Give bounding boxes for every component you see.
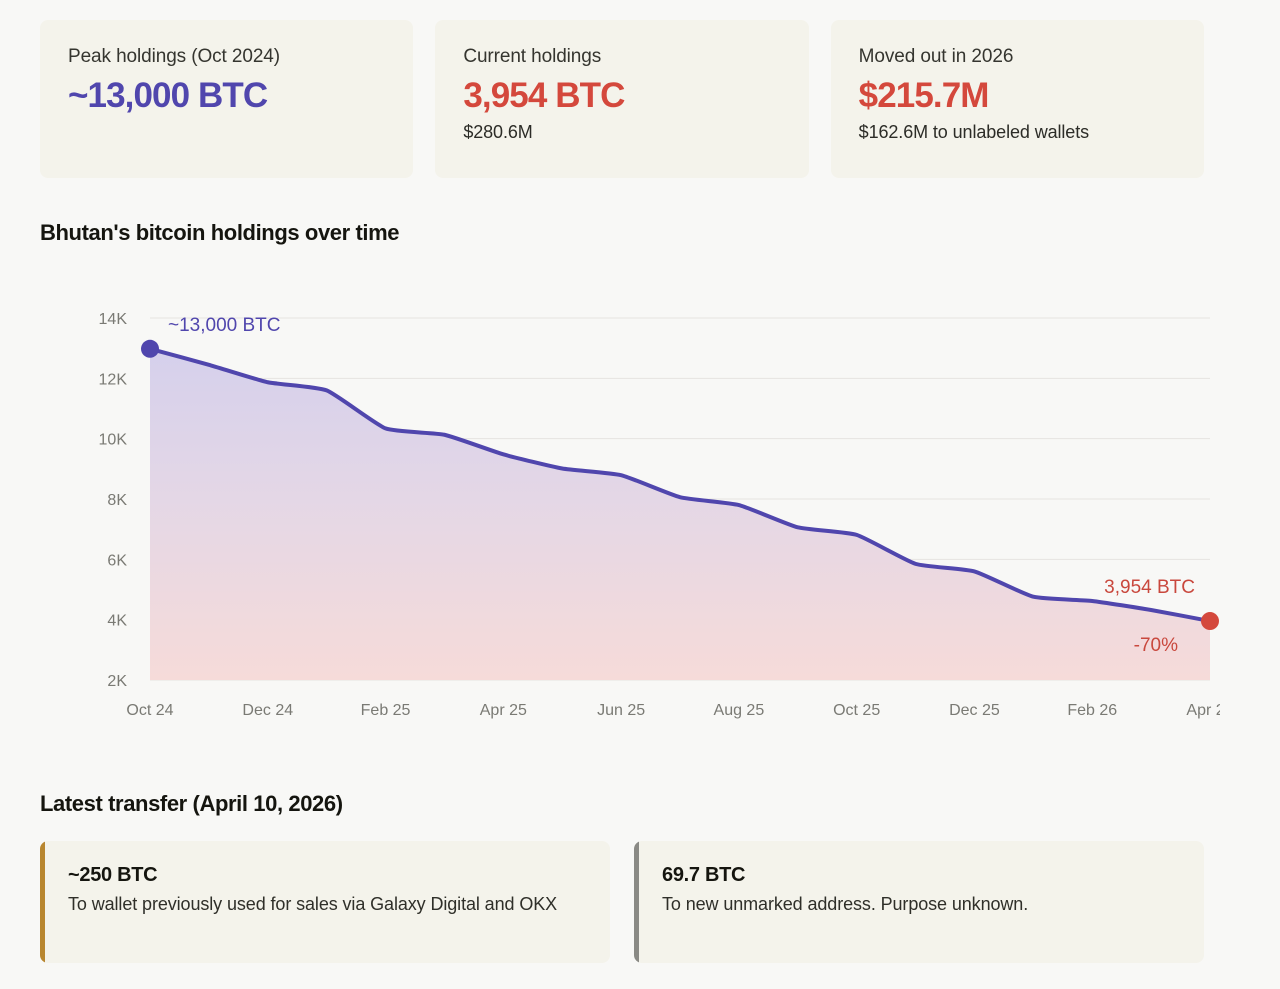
transfer-card-2: 69.7 BTC To new unmarked address. Purpos… — [634, 841, 1204, 963]
stat-value: $215.7M — [858, 75, 990, 115]
stat-sub: $280.6M — [463, 122, 533, 143]
chart-title: Bhutan's bitcoin holdings over time — [40, 220, 400, 245]
y-tick-label: 10K — [99, 432, 128, 449]
chart-endpoint-markers — [141, 339, 1219, 631]
annotation-peak: ~13,000 BTC — [168, 315, 281, 336]
chart-svg: 2K 4K 6K 8K 10K 12K 14K Oct 24 Dec 24 Feb 25 Apr … — [99, 311, 1220, 719]
stats-row: Peak holdings (Oct 2024) ~13,000 BTC Cur… — [40, 20, 1204, 178]
stat-value: 3,954 BTC — [463, 75, 625, 115]
transfers-row: ~250 BTC To wallet previously used for s… — [40, 841, 1204, 963]
transfer-amount: 69.7 BTC — [662, 864, 746, 886]
y-tick-label: 2K — [107, 673, 127, 690]
x-tick-label: Oct 25 — [833, 702, 880, 719]
transfer-accent-bar — [634, 841, 639, 963]
x-tick-label: Apr 25 — [480, 702, 527, 719]
y-tick-label: 12K — [99, 371, 128, 388]
stat-label: Moved out in 2026 — [858, 46, 1014, 67]
stat-card-peak-holdings: Peak holdings (Oct 2024) ~13,000 BTC — [40, 20, 414, 178]
y-tick-label: 6K — [107, 552, 127, 569]
chart-area-fill — [150, 348, 1210, 680]
x-tick-label: Feb 25 — [361, 702, 411, 719]
start-point-marker — [141, 339, 159, 358]
annotation-current: 3,954 BTC — [1104, 577, 1195, 598]
x-tick-label: Jun 25 — [597, 702, 645, 719]
stat-card-current-holdings: Current holdings 3,954 BTC $280.6M — [435, 20, 809, 178]
chart-y-axis-labels: 2K 4K 6K 8K 10K 12K 14K — [99, 311, 128, 690]
transfers-title: Latest transfer (April 10, 2026) — [40, 791, 343, 816]
holdings-line-path — [148, 346, 1212, 624]
x-tick-label: Apr 26 — [1186, 702, 1220, 719]
x-tick-label: Feb 26 — [1067, 702, 1117, 719]
stat-label: Peak holdings (Oct 2024) — [68, 46, 280, 67]
x-tick-label: Aug 25 — [714, 702, 765, 719]
stat-value: ~13,000 BTC — [68, 75, 268, 115]
area-fill-path — [150, 348, 1210, 680]
transfer-description: To new unmarked address. Purpose unknown… — [662, 894, 1029, 914]
chart-annotations: ~13,000 BTC 3,954 BTC -70% — [168, 315, 1195, 656]
x-tick-label: Oct 24 — [126, 702, 173, 719]
holdings-area-chart: 2K 4K 6K 8K 10K 12K 14K Oct 24 Dec 24 Feb 25 Apr … — [40, 285, 1220, 755]
x-tick-label: Dec 25 — [949, 702, 1000, 719]
end-point-marker — [1201, 612, 1219, 631]
annotation-change: -70% — [1134, 635, 1178, 656]
stat-sub: $162.6M to unlabeled wallets — [858, 122, 1090, 143]
transfer-accent-bar — [40, 841, 45, 963]
y-tick-label: 8K — [107, 492, 127, 509]
y-tick-label: 14K — [99, 311, 128, 328]
chart-x-axis-labels: Oct 24 Dec 24 Feb 25 Apr 25 Jun 25 Aug 25 Oct … — [126, 702, 1220, 719]
stat-card-moved-out: Moved out in 2026 $215.7M $162.6M to unl… — [830, 20, 1204, 178]
chart-line — [148, 346, 1212, 624]
transfer-amount: ~250 BTC — [68, 864, 158, 886]
transfer-description: To wallet previously used for sales via … — [68, 894, 558, 914]
x-tick-label: Dec 24 — [242, 702, 293, 719]
transfer-card-1: ~250 BTC To wallet previously used for s… — [40, 841, 610, 963]
stat-label: Current holdings — [463, 46, 602, 67]
y-tick-label: 4K — [107, 613, 127, 630]
